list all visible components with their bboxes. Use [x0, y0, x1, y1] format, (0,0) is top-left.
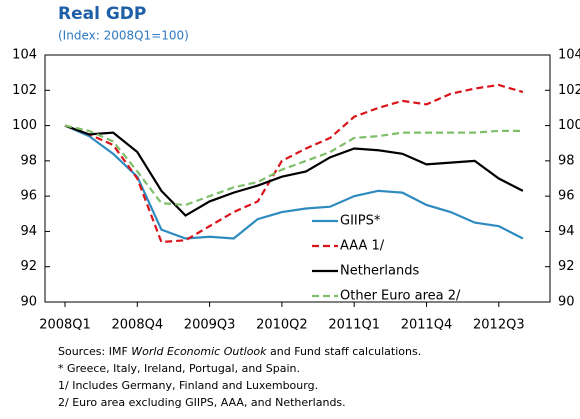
series-line — [64, 124, 523, 207]
x-tick-label: 2011Q4 — [401, 318, 453, 333]
y-tick-label: 92 — [20, 259, 37, 274]
footnote: 1/ Includes Germany, Finland and Luxembo… — [58, 379, 318, 392]
legend-label: GIIPS* — [340, 214, 381, 229]
y2-tick-label: 92 — [558, 259, 575, 274]
series-line — [64, 83, 524, 244]
y2-tick-label: 98 — [558, 153, 575, 168]
chart-subtitle: (Index: 2008Q1=100) — [58, 29, 189, 43]
x-tick-label: 2009Q3 — [184, 318, 236, 333]
x-tick-label: 2008Q1 — [39, 318, 91, 333]
footnote: 2/ Euro area excluding GIIPS, AAA, and N… — [58, 396, 346, 409]
y2-tick-label: 102 — [558, 83, 580, 98]
x-tick-label: 2008Q4 — [112, 318, 164, 333]
y-tick-label: 96 — [20, 189, 37, 204]
series-line — [64, 124, 524, 240]
y2-tick-label: 104 — [558, 48, 580, 63]
y-tick-label: 90 — [20, 295, 37, 310]
sources-text: Sources: IMF — [58, 345, 131, 358]
y-tick-label: 104 — [12, 48, 37, 63]
legend-label: Netherlands — [340, 264, 419, 279]
y2-tick-label: 100 — [558, 118, 580, 133]
y-tick-label: 98 — [20, 153, 37, 168]
y2-tick-label: 90 — [558, 295, 575, 310]
x-tick-label: 2012Q3 — [473, 318, 525, 333]
series-line — [64, 124, 524, 217]
legend-label: AAA 1/ — [340, 239, 385, 254]
y2-tick-label: 96 — [558, 189, 575, 204]
sources-text: World Economic Outlook — [131, 345, 267, 358]
y-tick-label: 94 — [20, 224, 37, 239]
plot-frame — [44, 54, 551, 303]
chart-title: Real GDP — [58, 4, 146, 24]
sources: Sources: IMF World Economic Outlook and … — [58, 345, 421, 358]
y-tick-label: 100 — [12, 118, 37, 133]
x-tick-label: 2011Q1 — [328, 318, 380, 333]
footnote: * Greece, Italy, Ireland, Portugal, and … — [58, 362, 300, 375]
sources-text: and Fund staff calculations. — [267, 345, 422, 358]
y-tick-label: 102 — [12, 83, 37, 98]
x-tick-label: 2010Q2 — [256, 318, 308, 333]
y2-tick-label: 94 — [558, 224, 575, 239]
legend-label: Other Euro area 2/ — [340, 289, 461, 304]
